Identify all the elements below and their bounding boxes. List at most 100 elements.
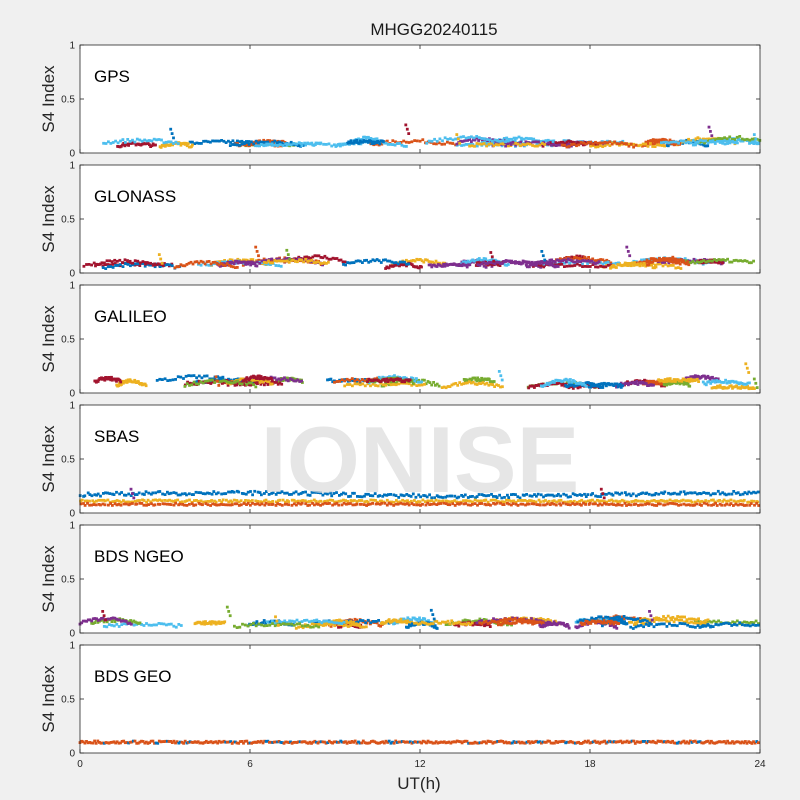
y-axis-label: S4 Index [39,425,58,493]
data-point [706,259,710,263]
data-point [677,141,680,145]
data-point [430,139,434,143]
data-point [537,498,541,502]
data-point [652,383,655,387]
data-point [591,502,595,506]
data-point [730,492,734,496]
data-point [113,620,117,624]
data-point [286,253,290,256]
y-tick-label: 0 [69,269,75,280]
data-point [612,262,615,266]
data-point [90,263,93,267]
data-point [453,494,457,498]
data-point [668,138,672,142]
data-point [501,622,505,625]
data-point [346,500,350,503]
data-point [605,500,608,504]
data-point [464,136,468,140]
data-point [604,502,608,506]
data-point [192,374,196,377]
data-point [294,626,298,630]
data-point [468,138,471,141]
data-point [418,258,422,261]
data-point [498,622,502,626]
data-point [477,620,481,623]
data-point [163,502,166,506]
data-point [680,618,683,622]
data-point [552,260,555,263]
data-point [387,618,391,621]
data-point [325,256,329,260]
data-point [208,378,212,382]
data-point [183,385,187,388]
data-point [285,502,289,506]
data-point [409,495,413,498]
data-point [575,254,579,258]
data-point [375,142,378,146]
data-point [155,623,158,627]
data-point [433,496,436,500]
data-point [663,378,667,381]
data-point [527,137,531,140]
data-point [392,500,396,504]
data-point [209,504,212,507]
data-point [177,623,181,626]
data-point [150,144,154,148]
data-point [742,504,746,507]
data-point [255,264,259,268]
data-point [697,380,700,383]
data-point [142,499,146,502]
data-point [405,145,408,148]
data-point [557,499,561,502]
data-point [736,141,739,145]
data-point [720,139,723,143]
data-point [541,385,545,388]
data-point [421,378,424,382]
data-point [678,262,682,266]
data-point [645,491,649,495]
data-point [269,261,272,265]
data-point [475,379,479,383]
data-point [95,262,99,266]
data-point [596,384,600,388]
data-point [626,250,630,253]
data-point [297,499,300,503]
y-tick-label: 1 [69,41,75,52]
data-point [202,139,205,143]
data-point [229,265,233,268]
data-point [177,265,181,269]
data-point [310,622,314,625]
data-point [647,379,650,383]
data-point [424,503,428,507]
data-point [289,140,293,144]
data-point [375,621,379,625]
data-point [594,502,597,506]
data-point [197,382,200,386]
data-point [179,624,183,627]
data-point [118,492,121,496]
data-point [404,376,408,380]
data-point [745,503,748,507]
data-point [114,264,117,267]
data-point [567,256,570,259]
data-point [229,262,232,266]
data-point [418,616,421,620]
data-point [734,258,738,262]
data-point [150,139,154,143]
data-point [86,501,89,505]
data-point [644,500,647,504]
data-point [539,265,543,269]
data-point [106,265,110,269]
data-point [517,262,521,265]
data-point [666,377,670,381]
data-point [719,258,723,262]
data-point [387,501,391,505]
data-point [305,142,309,146]
data-point [673,502,677,506]
data-point [613,265,617,269]
data-point [232,262,236,265]
data-point [647,502,651,506]
data-point [443,142,446,146]
data-point [108,492,112,495]
data-point [596,498,599,502]
